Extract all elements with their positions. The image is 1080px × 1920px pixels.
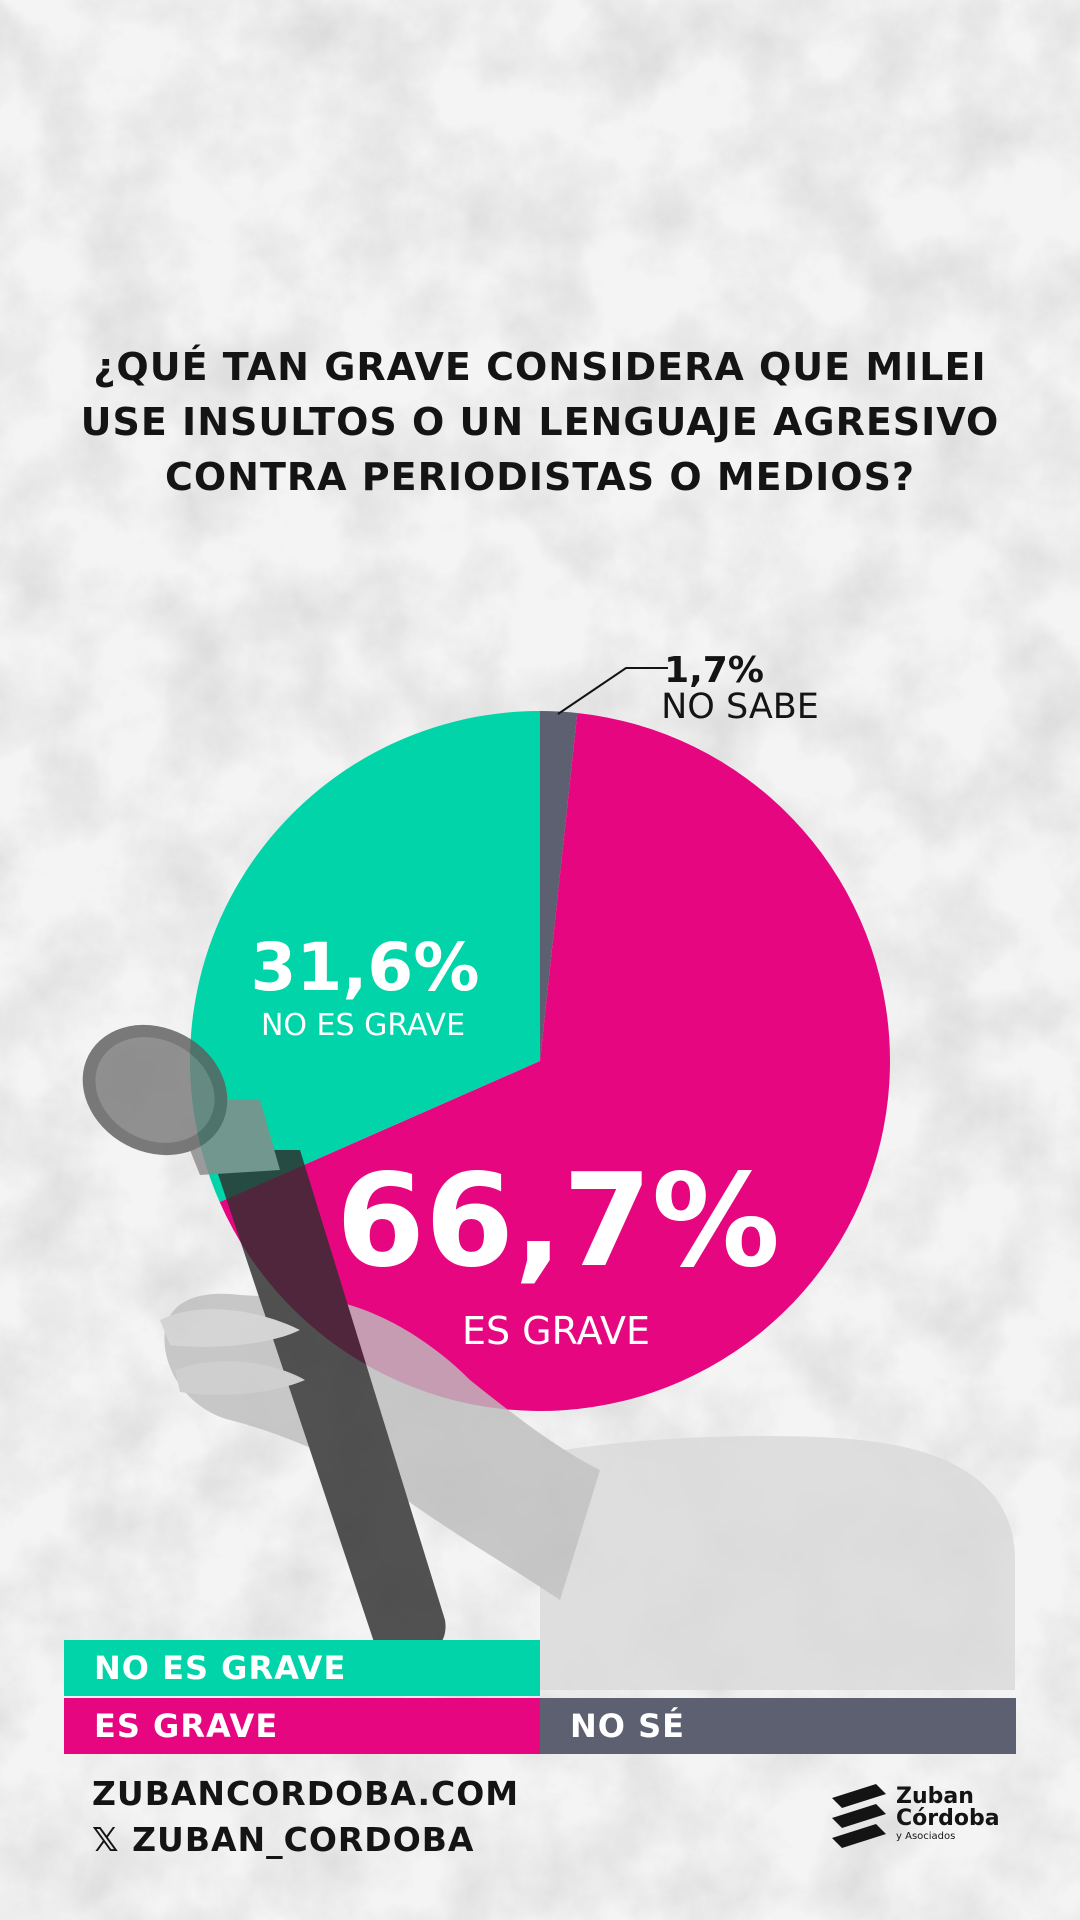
- pie-slice-es-grave: [219, 712, 891, 1411]
- label-es-grave-value: 66,7%: [336, 1147, 780, 1296]
- x-handle-link[interactable]: 𝕏 ZUBAN_CORDOBA: [92, 1820, 474, 1859]
- logo-wordmark: Zuban Córdoba y Asociados: [896, 1786, 1000, 1844]
- title-line: CONTRA PERIODISTAS O MEDIOS?: [164, 455, 916, 499]
- title-line: USE INSULTOS O UN LENGUAJE AGRESIVO: [80, 400, 1000, 444]
- website-link[interactable]: ZUBANCORDOBA.COM: [92, 1774, 520, 1813]
- microphone-illustration: [82, 1024, 1015, 1690]
- x-handle: ZUBAN_CORDOBA: [132, 1820, 475, 1859]
- label-no-es-grave-value: 31,6%: [251, 929, 480, 1006]
- x-logo-icon: 𝕏: [92, 1820, 120, 1859]
- title-line: ¿QUÉ TAN GRAVE CONSIDERA QUE MILEI: [93, 345, 987, 389]
- pie-slice-no-es-grave: [190, 711, 541, 1203]
- pie-slice-no-sabe: [540, 711, 578, 1061]
- logo-line-3: y Asociados: [896, 1831, 956, 1842]
- chart-title: ¿QUÉ TAN GRAVE CONSIDERA QUE MILEI USE I…: [40, 340, 1040, 505]
- label-no-sabe-name: NO SABE: [661, 687, 819, 727]
- logo-line-2: Córdoba: [896, 1806, 1000, 1831]
- label-no-es-grave-name: NO ES GRAVE: [261, 1008, 465, 1043]
- pie-slices: [190, 711, 891, 1411]
- legend-item-no-se: NO SÉ: [540, 1698, 1016, 1754]
- legend-item-es-grave: ES GRAVE: [64, 1698, 540, 1754]
- logo-line-1: Zuban: [896, 1784, 974, 1809]
- legend-item-no-es-grave: NO ES GRAVE: [64, 1640, 540, 1696]
- label-no-sabe-value: 1,7%: [664, 650, 764, 691]
- zuban-cordoba-logo-icon: [832, 1784, 886, 1848]
- leader-line: [557, 667, 668, 715]
- label-es-grave-name: ES GRAVE: [462, 1309, 650, 1353]
